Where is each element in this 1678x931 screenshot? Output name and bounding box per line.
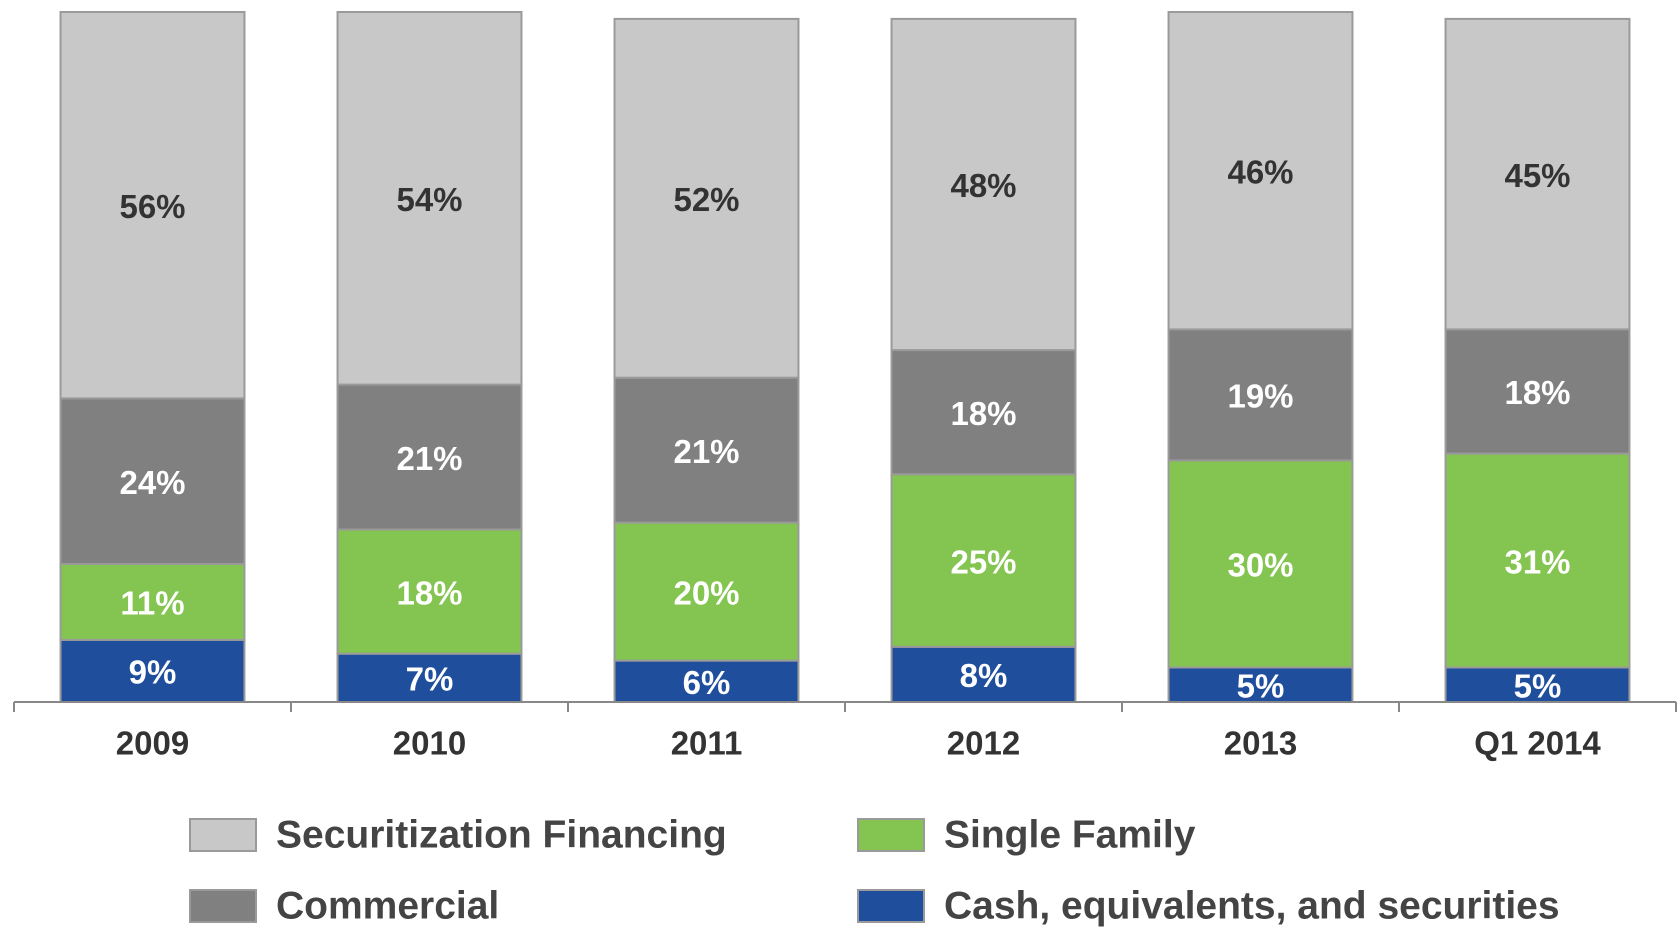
- x-tick-label: 2011: [671, 725, 743, 762]
- bar-segment: [59, 563, 246, 641]
- legend-label: Cash, equivalents, and securities: [944, 884, 1560, 927]
- bar-segment: [613, 376, 800, 524]
- data-label: 5%: [1514, 667, 1562, 704]
- bar-segment: [1444, 328, 1631, 455]
- bar-segment: [1167, 666, 1354, 703]
- legend-swatch: [857, 889, 925, 923]
- data-label: 20%: [673, 574, 739, 611]
- x-tick-label: 2010: [393, 725, 466, 762]
- data-label: 45%: [1504, 157, 1570, 194]
- legend-label: Securitization Financing: [276, 813, 727, 856]
- data-label: 18%: [396, 574, 462, 611]
- bar-segment: [1167, 459, 1354, 669]
- bar-segment: [59, 638, 246, 704]
- legend-swatch: [189, 889, 257, 923]
- data-label: 19%: [1227, 378, 1293, 415]
- data-label: 21%: [673, 433, 739, 470]
- legend-swatch: [189, 818, 257, 852]
- bar-segment: [336, 528, 523, 655]
- bar-segment: [59, 11, 246, 400]
- data-label: 5%: [1237, 667, 1285, 704]
- data-label: 7%: [406, 661, 454, 698]
- bar-segment: [1444, 17, 1631, 331]
- bar-segment: [890, 17, 1077, 352]
- data-label: 24%: [119, 464, 185, 501]
- data-label: 8%: [960, 657, 1008, 694]
- data-label: 30%: [1227, 547, 1293, 584]
- bar-segment: [890, 349, 1077, 476]
- data-label: 18%: [950, 395, 1016, 432]
- bar-segment: [336, 11, 523, 386]
- bar-segment: [1167, 328, 1354, 462]
- bar-segment: [1167, 11, 1354, 331]
- data-label: 31%: [1504, 543, 1570, 580]
- data-label: 56%: [119, 188, 185, 225]
- legend-label: Single Family: [944, 813, 1196, 856]
- data-label: 52%: [673, 181, 739, 218]
- x-tick-label: 2012: [947, 725, 1020, 762]
- legend-label: Commercial: [276, 884, 499, 927]
- x-tick-label: Q1 2014: [1474, 725, 1601, 762]
- bar-segment: [613, 17, 800, 379]
- data-label: 21%: [396, 440, 462, 477]
- data-label: 46%: [1227, 153, 1293, 190]
- data-label: 25%: [950, 543, 1016, 580]
- data-label: 6%: [683, 664, 731, 701]
- bar-segment: [336, 383, 523, 531]
- data-label: 54%: [396, 181, 462, 218]
- bar-segment: [613, 521, 800, 662]
- data-label: 11%: [120, 585, 184, 622]
- data-label: 18%: [1504, 374, 1570, 411]
- legend-swatch: [857, 818, 925, 852]
- data-label: 48%: [950, 167, 1016, 204]
- x-tick-label: 2013: [1224, 725, 1297, 762]
- data-label: 9%: [129, 654, 177, 691]
- x-tick-label: 2009: [116, 725, 189, 762]
